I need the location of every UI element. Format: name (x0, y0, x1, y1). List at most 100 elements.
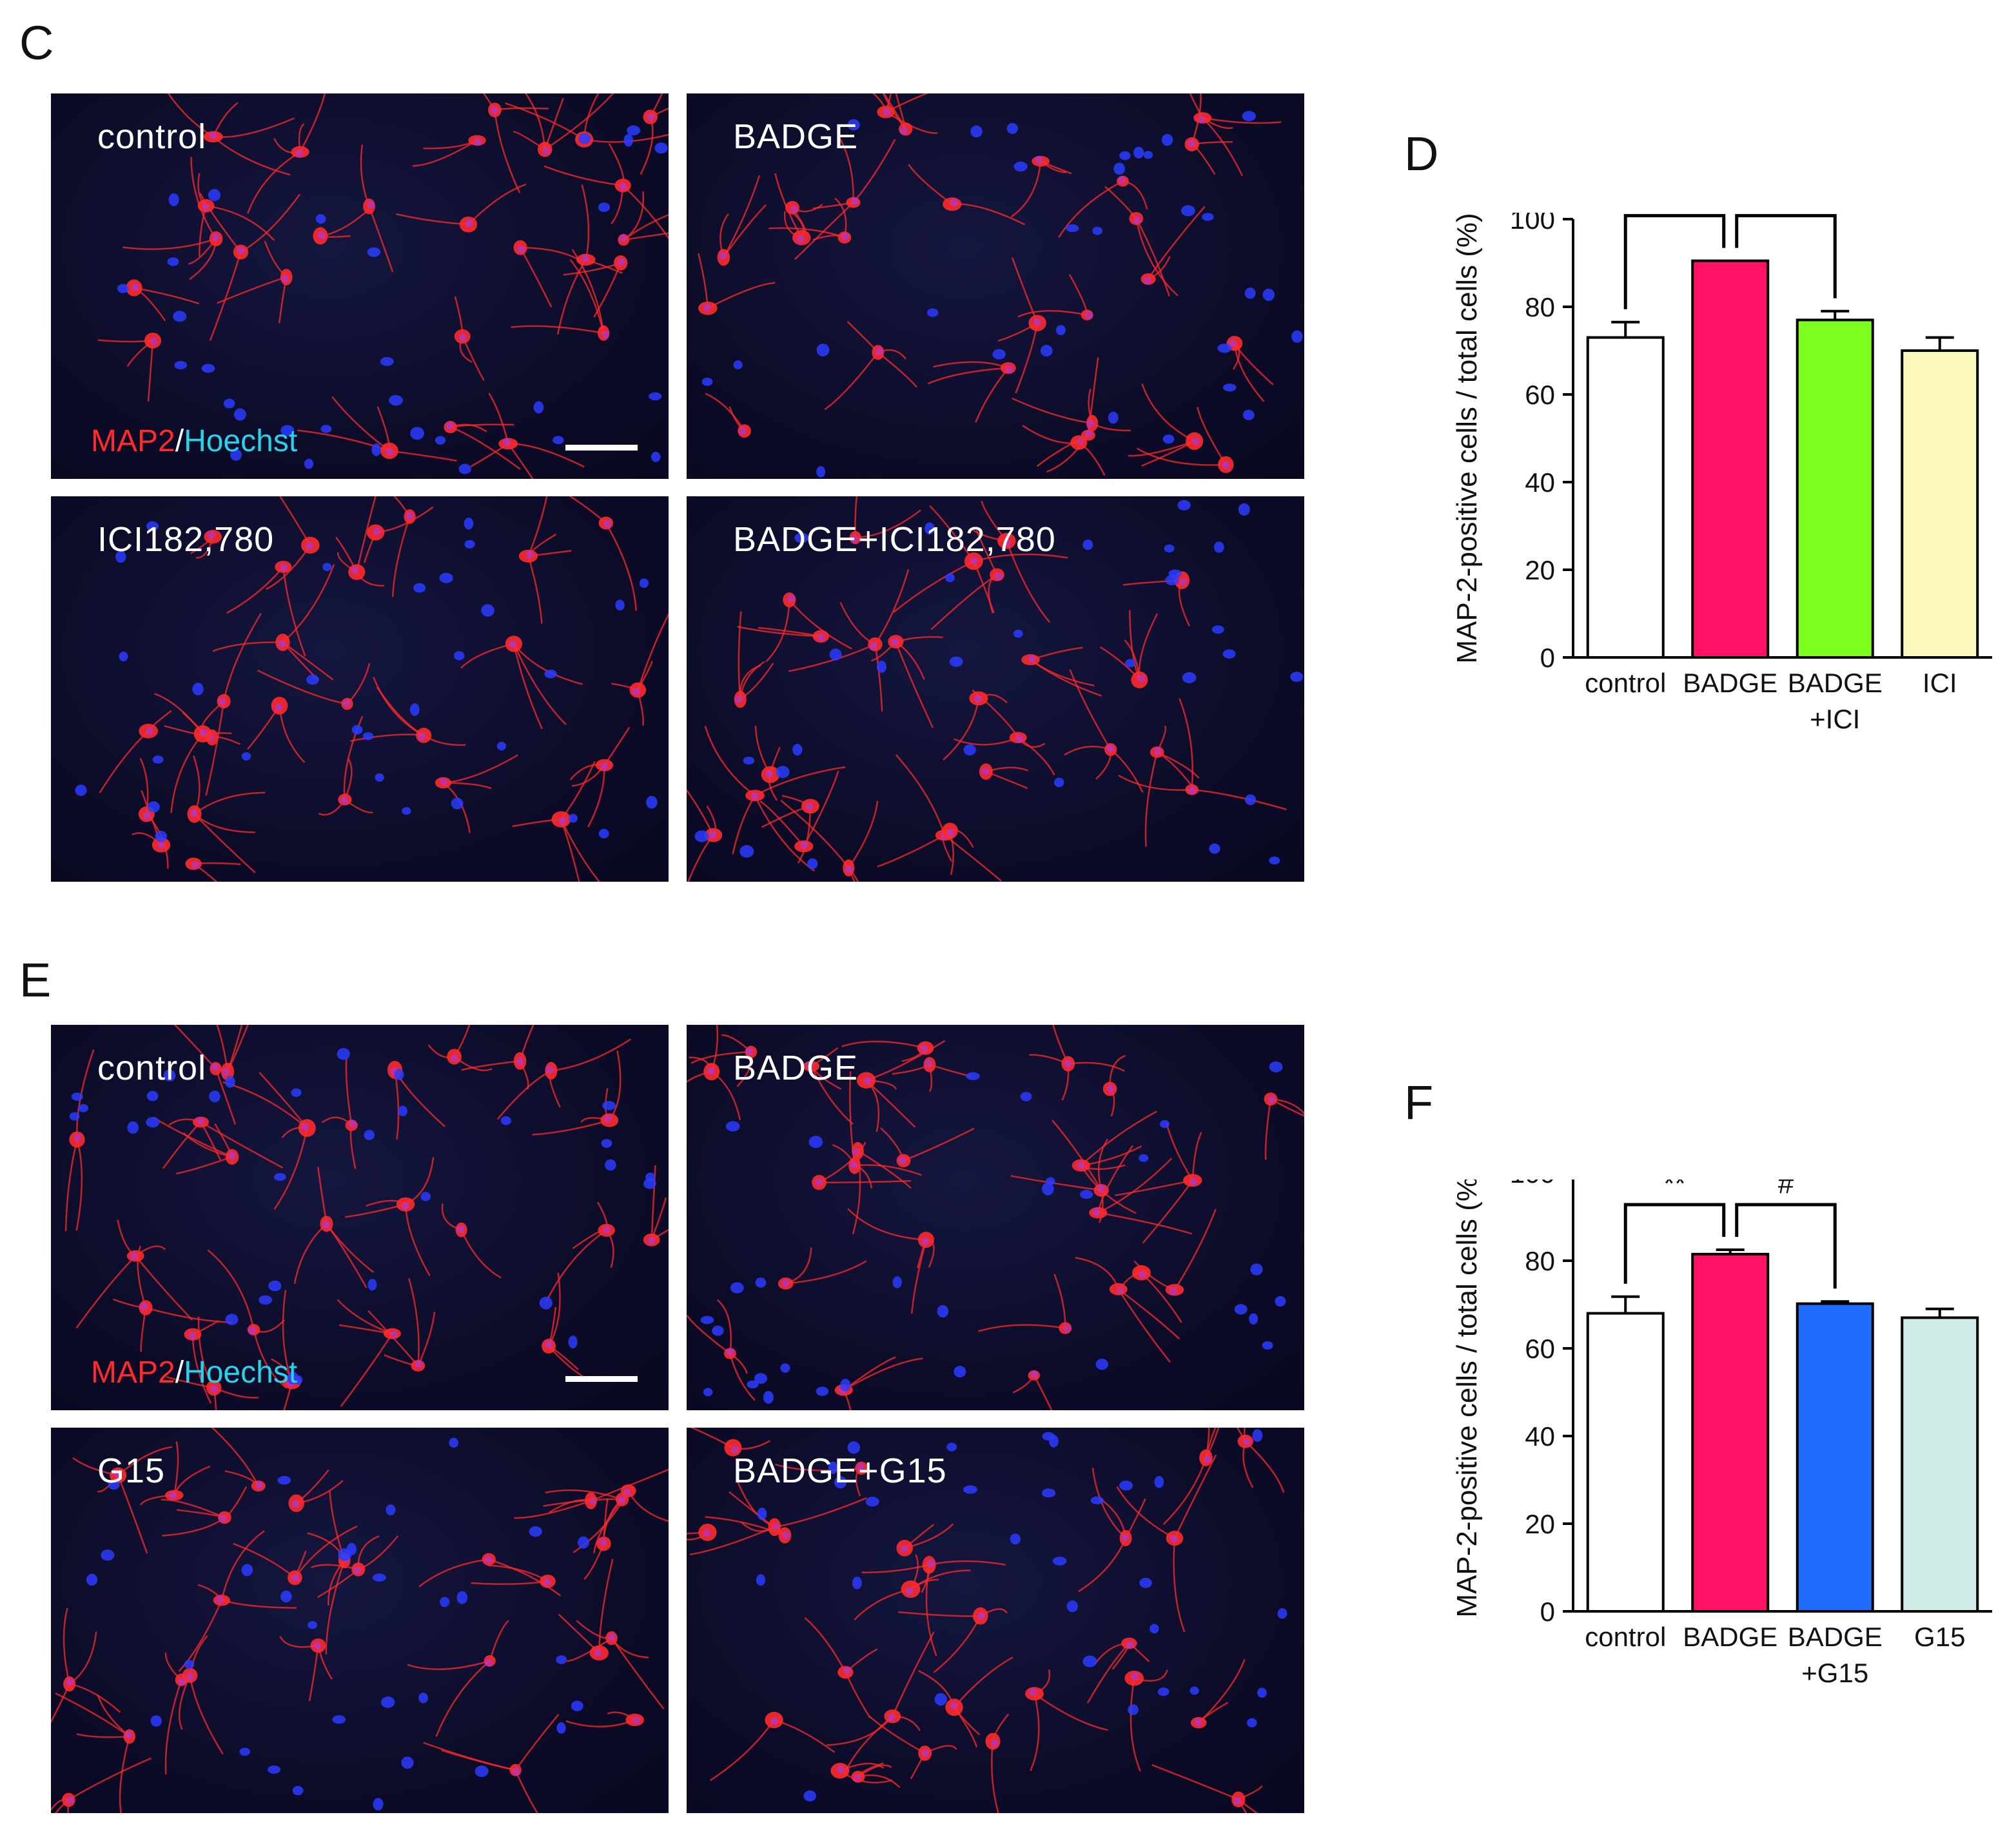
hoechst-nucleus (645, 1172, 656, 1181)
neurite (513, 643, 543, 730)
neuron-nucleus (222, 1067, 230, 1076)
hoechst-nucleus (259, 1295, 273, 1305)
neuron-nucleus (632, 1716, 641, 1725)
neurite (350, 733, 424, 742)
neuron-nucleus (191, 860, 200, 869)
hoechst-nucleus (1133, 146, 1144, 159)
neurite (1191, 1132, 1202, 1181)
hoechst-nucleus (371, 443, 381, 456)
neurite (119, 1736, 130, 1813)
neuron-nucleus (1030, 1370, 1039, 1379)
micrograph-e-badge: BADGE (687, 1025, 1304, 1410)
neurite (1006, 540, 1051, 623)
hoechst-nucleus (320, 425, 332, 433)
neurite (975, 367, 1009, 423)
neurite (637, 612, 669, 691)
neuron (55, 1692, 136, 1813)
hoechst-nucleus (1250, 1263, 1263, 1276)
neuron-nucleus (607, 1633, 616, 1641)
neuron-nucleus (619, 182, 627, 191)
hoechst-nucleus (223, 398, 235, 409)
neurite (1162, 1457, 1207, 1525)
neuron (710, 1711, 836, 1782)
neurite (804, 1617, 847, 1673)
hoechst-nucleus (747, 1380, 759, 1389)
neuron-nucleus (275, 703, 283, 712)
neuron-nucleus (1106, 1085, 1115, 1093)
neuron-nucleus (845, 865, 854, 873)
cell-layer (687, 1025, 1304, 1410)
neurite (226, 566, 284, 614)
neurite (1053, 1274, 1066, 1328)
neuron (737, 626, 830, 643)
neuron (418, 1553, 562, 1597)
neurite (705, 1516, 785, 1537)
neurite (417, 1312, 436, 1366)
neurite (1130, 1678, 1141, 1772)
hoechst-nucleus (1213, 541, 1224, 553)
neurite (408, 1278, 420, 1366)
neurite (929, 1063, 972, 1078)
neuron-nucleus (1131, 1672, 1139, 1680)
hoechst-nucleus (643, 1178, 656, 1189)
neuron (99, 710, 172, 793)
neurite (603, 726, 631, 766)
neurite (1179, 698, 1193, 790)
neurite (903, 1127, 975, 1161)
neuron-nucleus (186, 1673, 195, 1681)
neurite (723, 204, 767, 258)
hoechst-nucleus (439, 572, 453, 583)
neuron (247, 93, 326, 214)
y-tick-label: 20 (1525, 1509, 1555, 1539)
neuron-nucleus (1121, 1533, 1129, 1542)
neuron-nucleus (950, 1702, 958, 1710)
hoechst-nucleus (725, 1121, 740, 1132)
neurite (1205, 1428, 1217, 1459)
neuron (1140, 206, 1206, 285)
neurite (247, 151, 301, 214)
neurite (99, 730, 149, 793)
neurite (489, 1620, 509, 1662)
neurite (560, 761, 596, 820)
neurite (349, 1125, 357, 1169)
hoechst-nucleus (763, 1391, 774, 1404)
neuron-nucleus (719, 251, 727, 260)
neuron-nucleus (1233, 1797, 1242, 1805)
hoechst-nucleus (367, 247, 381, 257)
neuron (350, 676, 466, 746)
neuron-nucleus (543, 1578, 551, 1586)
hoechst-nucleus (1182, 672, 1197, 684)
neurite (69, 1683, 121, 1713)
hoechst-nucleus (233, 408, 246, 421)
x-tick-label: +G15 (1801, 1658, 1868, 1688)
hoechst-nucleus (1245, 794, 1257, 806)
neuron (190, 530, 222, 559)
neurite (524, 93, 546, 150)
neurite (193, 791, 266, 815)
neuron (1010, 1120, 1109, 1223)
hoechst-nucleus (292, 1785, 304, 1796)
neurite (213, 136, 291, 176)
hoechst-nucleus (1020, 1092, 1032, 1102)
hoechst-nucleus (743, 756, 755, 765)
neuron (1010, 155, 1072, 218)
neurite (1098, 1212, 1193, 1235)
neuron (427, 1025, 493, 1071)
neuron-nucleus (875, 347, 883, 356)
neurite (587, 765, 605, 828)
neuron-nucleus (373, 527, 381, 536)
neuron (849, 496, 921, 545)
neurite (360, 144, 370, 207)
x-tick-label: BADGE (1788, 1622, 1883, 1652)
hoechst-nucleus (623, 134, 634, 147)
neuron (803, 1047, 854, 1125)
neuron-nucleus (707, 1067, 715, 1075)
neurite (1238, 1798, 1258, 1813)
hoechst-nucleus (108, 1480, 120, 1490)
neurite (1046, 434, 1089, 473)
neuron-nucleus (340, 796, 348, 804)
significance-bracket (1735, 214, 1837, 298)
neurite (1205, 1428, 1210, 1459)
neurite (898, 1611, 981, 1617)
neuron (512, 761, 600, 882)
